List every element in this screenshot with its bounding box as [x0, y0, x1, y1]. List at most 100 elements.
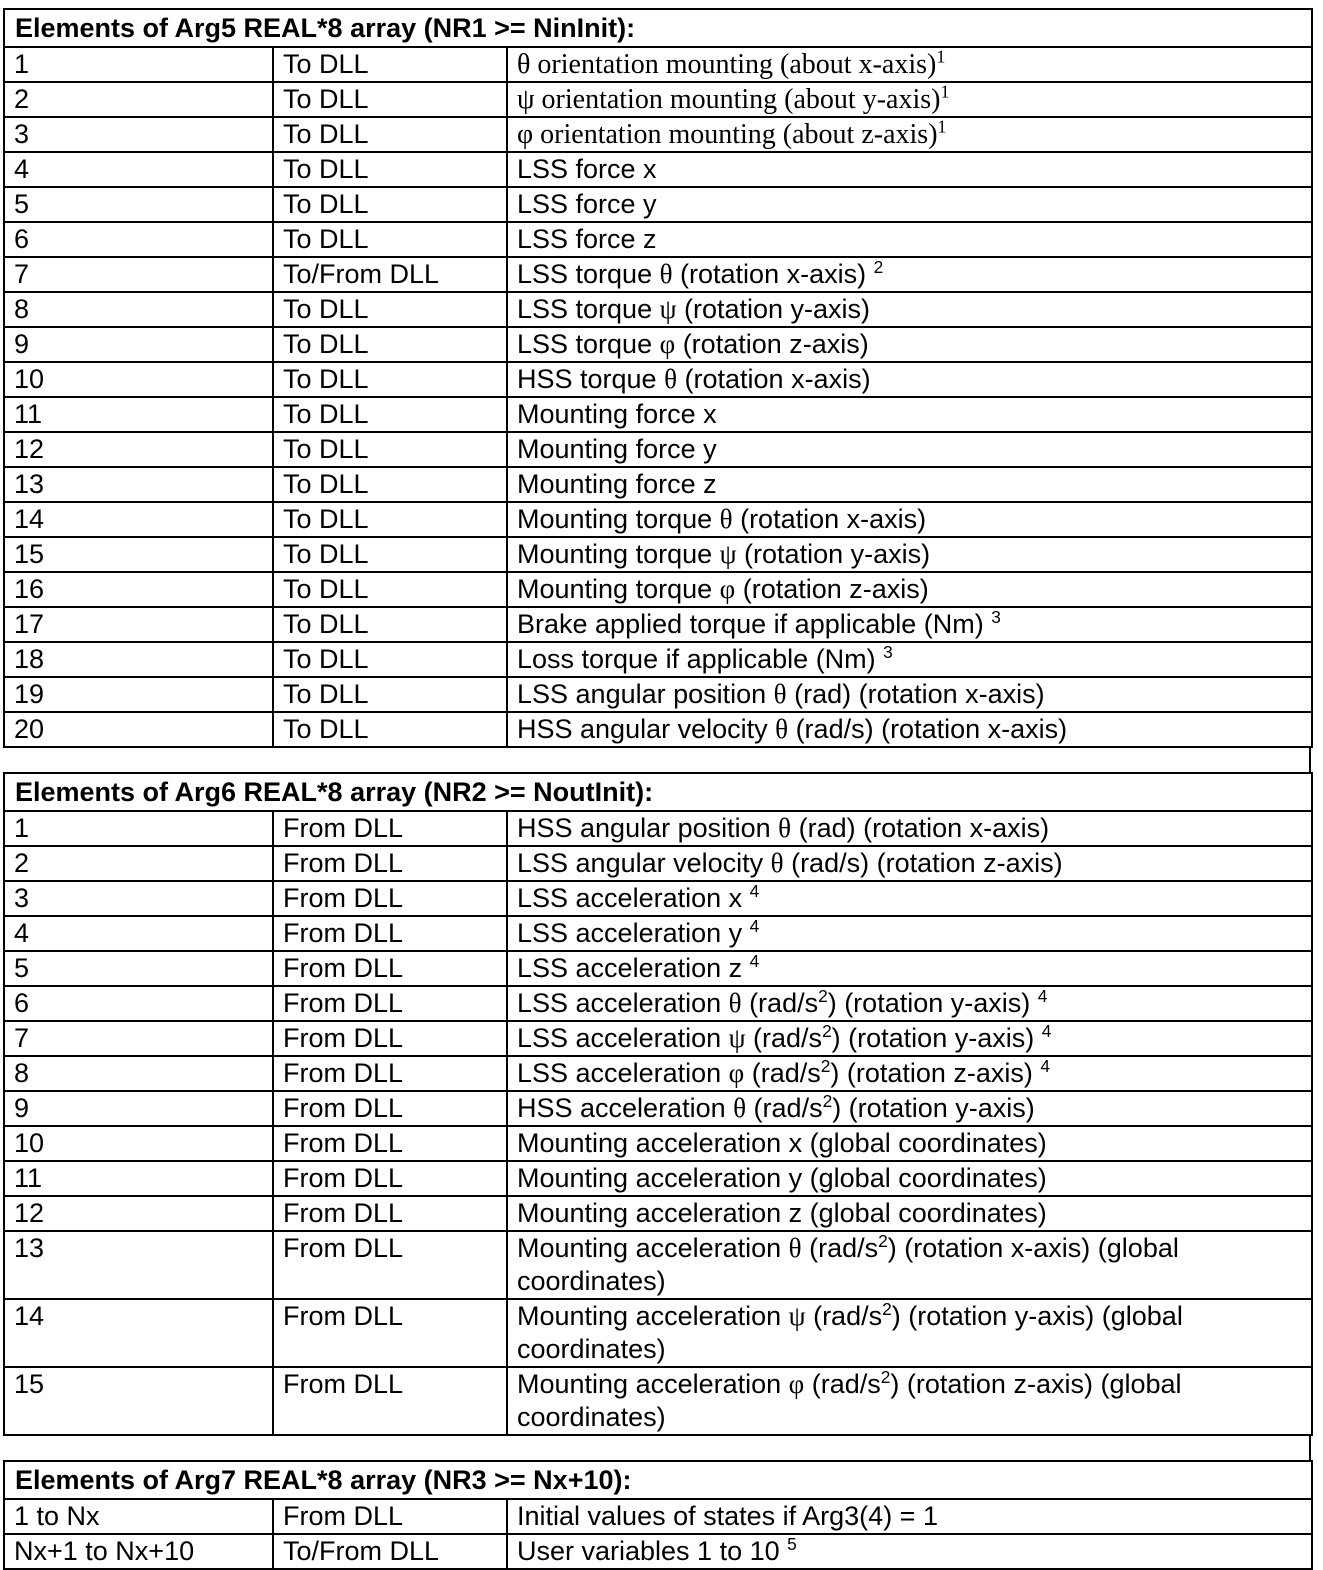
description-cell: θ orientation mounting (about x-axis)1 [506, 46, 1313, 83]
description-cell: HSS angular position θ (rad) (rotation x… [505, 810, 1314, 847]
description-cell: LSS acceleration φ (rad/s2) (rotation z-… [505, 1055, 1314, 1092]
element-index-cell: 16 [3, 571, 274, 608]
description-cell: User variables 1 to 10 5 [505, 1533, 1314, 1570]
greek-symbol: φ [728, 1058, 745, 1088]
table-row: 3 From DLL LSS acceleration x 4 [3, 880, 1314, 917]
description-cell: LSS torque φ (rotation z-axis) [506, 326, 1313, 363]
table-row: 8 To DLL LSS torque ψ (rotation y-axis) [3, 291, 1313, 328]
element-index-cell: 20 [3, 711, 274, 748]
greek-symbol: θ [778, 813, 792, 843]
superscript: 2 [818, 986, 828, 1006]
greek-symbol: ψ [719, 539, 737, 569]
element-index-cell: 3 [3, 880, 274, 917]
superscript: 4 [749, 916, 760, 936]
element-index-cell: 2 [3, 81, 274, 118]
greek-symbol: φ [788, 1369, 805, 1399]
description-cell: ψ orientation mounting (about y-axis)1 [506, 81, 1313, 118]
table-row: 12 To DLL Mounting force y [3, 431, 1313, 468]
direction-cell: From DLL [272, 880, 508, 917]
element-index-cell: 12 [3, 1195, 274, 1232]
table-row: 13 From DLL Mounting acceleration θ (rad/s… [3, 1230, 1314, 1300]
direction-cell: From DLL [272, 985, 508, 1022]
description-cell: Mounting acceleration ψ (rad/s2) (rotati… [505, 1298, 1314, 1368]
description-cell: Mounting acceleration z (global coordina… [505, 1195, 1314, 1232]
description-cell: φ orientation mounting (about z-axis)1 [506, 116, 1313, 153]
direction-cell: From DLL [272, 915, 508, 952]
element-index-cell: 7 [3, 256, 274, 293]
element-index-cell: 11 [3, 1160, 274, 1197]
direction-cell: To DLL [272, 151, 508, 188]
description-cell: Mounting torque ψ (rotation y-axis) [506, 536, 1313, 573]
description-cell: Mounting force y [506, 431, 1313, 468]
table-row: 20 To DLL HSS angular velocity θ (rad/s) (… [3, 711, 1313, 748]
description-cell: Mounting acceleration φ (rad/s2) (rotati… [505, 1366, 1314, 1436]
element-index-cell: 12 [3, 431, 274, 468]
direction-cell: To DLL [272, 571, 508, 608]
table-row: 2 From DLL LSS angular velocity θ (rad/s) … [3, 845, 1314, 882]
table-row: 11 From DLL Mounting acceleration y (globa… [3, 1160, 1314, 1197]
table-row: 5 From DLL LSS acceleration z 4 [3, 950, 1314, 987]
table-gap-spacer [3, 748, 1311, 772]
direction-cell: From DLL [272, 810, 508, 847]
superscript: 1 [937, 117, 947, 137]
table-row: 15 From DLL Mounting acceleration φ (rad/s… [3, 1366, 1314, 1436]
description-cell: Loss torque if applicable (Nm) 3 [506, 641, 1313, 678]
element-index-cell: 6 [3, 221, 274, 258]
description-cell: HSS angular velocity θ (rad/s) (rotation… [506, 711, 1313, 748]
description-cell: HSS torque θ (rotation x-axis) [506, 361, 1313, 398]
description-cell: Mounting acceleration y (global coordina… [505, 1160, 1314, 1197]
arg5-elements-table: Elements of Arg5 REAL*8 array (NR1 >= Ni… [3, 8, 1313, 748]
direction-cell: From DLL [272, 1498, 508, 1535]
element-index-cell: 14 [3, 501, 274, 538]
description-cell: LSS force y [506, 186, 1313, 223]
superscript: 4 [749, 881, 760, 901]
table-row: 12 From DLL Mounting acceleration z (globa… [3, 1195, 1314, 1232]
greek-symbol: ψ [517, 84, 535, 115]
direction-cell: To DLL [272, 606, 508, 643]
superscript: 1 [936, 47, 946, 67]
table-row: 6 To DLL LSS force z [3, 221, 1313, 258]
direction-cell: To DLL [272, 466, 508, 503]
table-row: 3 To DLL φ orientation mounting (about z-a… [3, 116, 1313, 153]
description-cell: LSS acceleration θ (rad/s2) (rotation y-… [505, 985, 1314, 1022]
table-row: 10 To DLL HSS torque θ (rotation x-axis) [3, 361, 1313, 398]
element-index-cell: 17 [3, 606, 274, 643]
arg6-elements-table: Elements of Arg6 REAL*8 array (NR2 >= No… [2, 772, 1314, 1436]
superscript: 2 [820, 1056, 831, 1076]
element-index-cell: Nx+1 to Nx+10 [3, 1533, 274, 1570]
table-row: 5 To DLL LSS force y [3, 186, 1313, 223]
greek-symbol: θ [788, 1233, 802, 1263]
direction-cell: From DLL [272, 1125, 508, 1162]
table-row: 8 From DLL LSS acceleration φ (rad/s2) (ro… [3, 1055, 1314, 1092]
superscript: 2 [873, 257, 884, 277]
document-page: Elements of Arg5 REAL*8 array (NR1 >= Ni… [2, 8, 1314, 1570]
description-cell: Mounting acceleration θ (rad/s2) (rotati… [505, 1230, 1314, 1300]
direction-cell: From DLL [272, 845, 508, 882]
element-index-cell: 8 [3, 291, 274, 328]
element-index-cell: 2 [3, 845, 274, 882]
table-row: 1 To DLL θ orientation mounting (about x-a… [3, 46, 1313, 83]
element-index-cell: 11 [3, 396, 274, 433]
direction-cell: To DLL [272, 81, 508, 118]
direction-cell: To DLL [272, 221, 508, 258]
superscript: 2 [822, 1021, 832, 1041]
table-row: 2 To DLL ψ orientation mounting (about y-a… [3, 81, 1313, 118]
greek-symbol: θ [517, 49, 531, 80]
direction-cell: From DLL [272, 1298, 508, 1368]
direction-cell: To DLL [272, 396, 508, 433]
table-row: 11 To DLL Mounting force x [3, 396, 1313, 433]
description-cell: Mounting force z [506, 466, 1313, 503]
table-gap-spacer [3, 1436, 1311, 1460]
element-index-cell: 8 [3, 1055, 274, 1092]
element-index-cell: 10 [3, 361, 274, 398]
greek-symbol: θ [719, 504, 733, 534]
table-row: 7 To/From DLL LSS torque θ (rotation x-axi… [3, 256, 1313, 293]
description-cell: LSS acceleration x 4 [505, 880, 1314, 917]
element-index-cell: 15 [3, 1366, 274, 1436]
table-row: 1 From DLL HSS angular position θ (rad) (r… [3, 810, 1314, 847]
table-row: 10 From DLL Mounting acceleration x (globa… [3, 1125, 1314, 1162]
element-index-cell: 13 [3, 1230, 274, 1300]
element-index-cell: 6 [3, 985, 274, 1022]
table-row: 14 To DLL Mounting torque θ (rotation x-ax… [3, 501, 1313, 538]
table-row: 14 From DLL Mounting acceleration ψ (rad/s… [3, 1298, 1314, 1368]
